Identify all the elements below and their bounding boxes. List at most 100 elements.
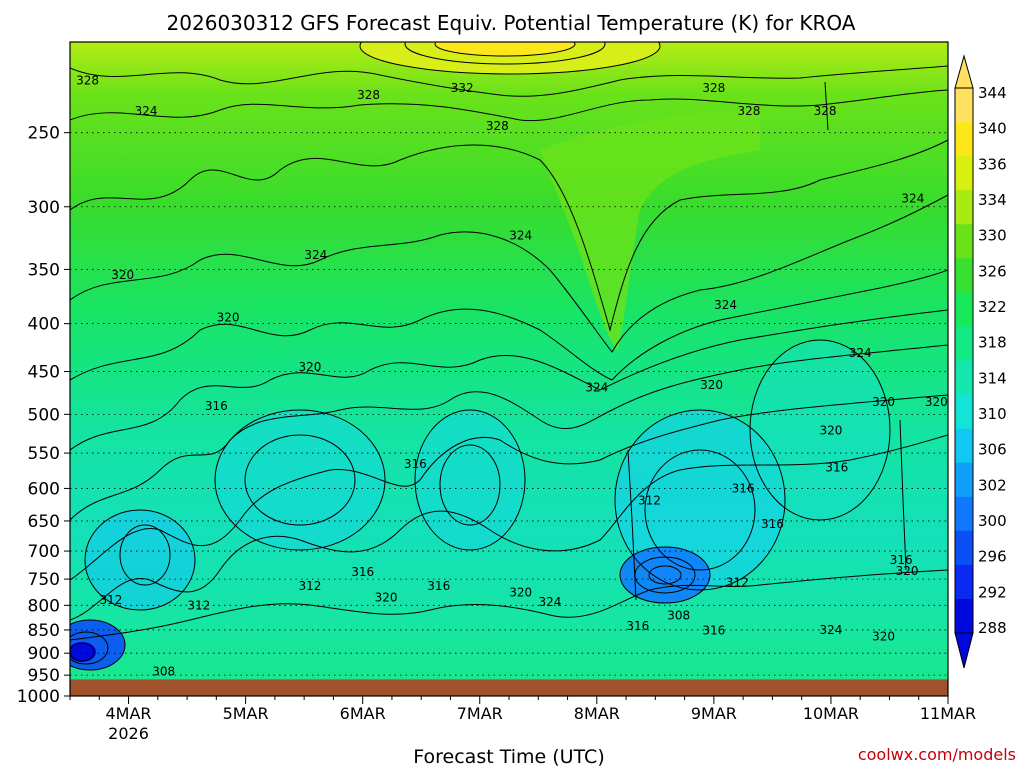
colorbar-label: 300 [978,512,1007,530]
warm-tongue [540,110,760,350]
contour-label: 324 [819,623,842,637]
y-tick-label: 450 [28,363,60,383]
colorbar-swatch [955,190,973,225]
x-axis-label: Forecast Time (UTC) [413,746,604,768]
chart-title: 2026030312 GFS Forecast Equiv. Potential… [167,11,856,35]
x-tick-label: 11MAR [920,704,976,723]
contour-label: 332 [451,81,474,95]
contour-label: 328 [357,88,380,102]
contour-label: 328 [486,119,509,133]
cool-region-4 [750,340,890,520]
credit-text: coolwx.com/models [858,745,1016,764]
x-tick-sublabel: 2026 [108,724,149,743]
contour-label: 320 [111,268,134,282]
y-tick-label: 550 [28,444,60,464]
y-tick-label: 500 [28,405,60,425]
contour-line [627,449,637,601]
colorbar-swatch [955,122,973,157]
colorbar-label: 326 [978,262,1007,280]
plot-area: 328 328 332 328 328 328 328 324 324 324 324 324 324 3… [70,42,948,696]
colorbar-label: 288 [978,619,1007,637]
contour-labels: 328 328 332 328 328 328 328 324 324 324 324 324 324 3… [76,74,948,679]
y-axis: 250 300 350 400 450 500 550 600 650 700 750 800 850 9… [17,124,70,707]
colorbar-swatch [955,530,973,566]
colorbar: 344 340 336 334 330 326 322 318 314 310 306 302 300 2… [954,54,1007,669]
colorbar-swatch [955,156,973,191]
contour-line [214,409,386,551]
contour-line [414,409,526,551]
contour-label: 324 [585,380,608,394]
contour-label: 328 [738,104,761,118]
contour-label: 316 [427,579,450,593]
contour-line [404,42,606,65]
x-tick-label: 10MAR [803,704,859,723]
contour-label: 320 [896,564,919,578]
colorbar-swatch [955,326,973,361]
x-tick-label: 7MAR [457,704,503,723]
x-tick-label: 5MAR [223,704,269,723]
x-tick-label: 9MAR [691,704,737,723]
colorbar-swatch [955,394,973,430]
colorbar-frame [954,87,974,634]
colorbar-label: 322 [978,298,1007,316]
colorbar-swatch [955,258,973,293]
contour-line [70,309,948,451]
contour-label: 328 [702,81,725,95]
cool-region-3 [615,410,785,590]
contour-line [119,524,171,586]
colorbar-swatch [955,462,973,498]
contour-line [70,569,948,641]
contour-label: 316 [890,553,913,567]
y-tick-label: 750 [28,570,60,590]
y-tick-label: 850 [28,621,60,641]
contour-line [70,619,126,671]
y-tick-label: 950 [28,666,60,686]
ground-surface [70,679,948,696]
contour-label: 320 [872,630,895,644]
colorbar-swatch [955,598,973,634]
y-tick-label: 350 [28,260,60,280]
contour-label: 324 [714,298,737,312]
colorbar-label: 296 [978,548,1007,566]
warm-pocket-top [360,42,660,74]
colorbar-swatch [955,292,973,327]
contour-label: 324 [849,346,872,360]
colorbar-label: 292 [978,583,1007,601]
y-tick-label: 700 [28,542,60,562]
colorbar-label: 334 [978,191,1007,209]
colorbar-top-arrow [954,54,974,89]
contour-line [614,409,786,591]
y-tick-label: 600 [28,479,60,499]
contour-label: 312 [100,593,123,607]
contour-line [439,444,501,526]
contour-line [70,194,948,353]
contour-line [359,42,661,75]
contour-line [70,139,948,332]
contour-line [644,449,756,571]
contour-label: 324 [304,248,327,262]
colorbar-swatch [955,88,973,123]
contour-label: 328 [76,74,99,88]
colorbar-swatch [955,496,973,532]
contour-label: 320 [819,423,842,437]
y-tick-label: 800 [28,596,60,616]
contour-label: 316 [825,461,848,475]
y-tick-label: 1000 [17,687,60,707]
x-tick-label: 4MAR [106,704,152,723]
contour-label: 316 [702,623,725,637]
contour-line [84,509,196,611]
contour-label: 320 [217,311,240,325]
cool-region-1 [215,410,385,550]
colorbar-label: 314 [978,369,1007,387]
contour-line [70,631,109,665]
colorbar-label: 344 [978,84,1007,102]
colorbar-label: 340 [978,120,1007,138]
contour-label: 312 [187,598,210,612]
contour-line [619,546,711,604]
contour-label: 316 [404,457,427,471]
contour-line [824,81,829,131]
contour-line [648,565,682,585]
colorbar-label: 330 [978,227,1007,245]
